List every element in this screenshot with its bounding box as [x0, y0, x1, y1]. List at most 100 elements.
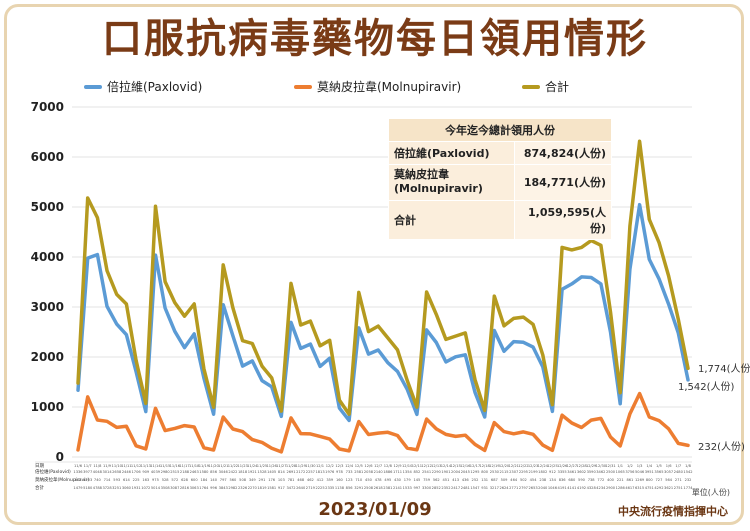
table-cell-date: 12/28 — [576, 464, 587, 468]
table-cell-date: 12/24 — [538, 464, 549, 468]
table-cell-value: 2515 — [170, 470, 179, 474]
table-cell-value: 468 — [297, 478, 305, 482]
table-cell-date: 12/12 — [421, 464, 431, 468]
table-cell-value: 3756 — [625, 470, 635, 474]
end-labels: 1,774(人份) 1,542(人份) 232(人份) — [678, 363, 750, 453]
y-tick-label: 0 — [56, 450, 64, 464]
table-cell-value: 2481 — [461, 486, 470, 490]
table-cell-date: 12/2 — [326, 464, 334, 468]
table-cell-value: 3565 — [654, 470, 663, 474]
table-cell-value: 134 — [549, 478, 557, 482]
table-cell-value: 687 — [491, 478, 498, 482]
table-cell-date: 11/21 — [218, 464, 228, 468]
summary-value: 874,824(人份) — [514, 141, 612, 165]
table-cell-value: 564 — [665, 478, 673, 482]
table-cell-date: 12/31 — [605, 464, 615, 468]
table-cell-value: 163 — [142, 478, 149, 482]
table-cell-value: 5014 — [151, 486, 161, 490]
table-cell-value: 797 — [220, 478, 227, 482]
table-cell-value: 4751 — [645, 486, 654, 490]
table-cell-value: 1580 — [199, 470, 209, 474]
table-cell-value: 140 — [210, 478, 218, 482]
table-cell-value: 179 — [404, 478, 412, 482]
table-cell-date: 12/13 — [431, 464, 441, 468]
table-cell-value: 1547 — [470, 486, 479, 490]
table-cell-value: 2199 — [529, 470, 539, 474]
table-row-label: 日期 — [35, 463, 44, 469]
summary-value: 1,059,595(人份) — [514, 199, 612, 240]
table-cell-date: 12/25 — [547, 464, 557, 468]
summary-label-text: 莫納皮拉韋(Molnupiravir) — [394, 168, 483, 196]
table-cell-value: 2381 — [383, 486, 392, 490]
table-cell-date: 11/10 — [112, 464, 123, 468]
table-cell-date: 12/19 — [489, 464, 500, 468]
table-cell-date: 12/26 — [557, 464, 568, 468]
table-cell-value: 975 — [152, 478, 159, 482]
table-cell-value: 856 — [210, 470, 218, 474]
table-cell-value: 1533 — [403, 486, 412, 490]
table-cell-value: 3843 — [219, 486, 228, 490]
table-cell-value: 2446 — [122, 470, 132, 474]
table-cell-date: 12/7 — [374, 464, 382, 468]
table-cell-value: 2188 — [180, 470, 190, 474]
table-cell-value: 1581 — [267, 486, 276, 490]
table-cell-value: 4192 — [577, 486, 586, 490]
table-cell-value: 912 — [549, 470, 556, 474]
table-cell-value: 176 — [268, 478, 276, 482]
table-cell-value: 5046 — [635, 470, 645, 474]
table-cell-value: 1286 — [616, 486, 626, 490]
table-cell-value: 4328 — [587, 486, 597, 490]
table-cell-value: 710 — [355, 478, 363, 482]
legend-swatch-total — [522, 84, 540, 89]
table-cell-value: 978 — [336, 470, 344, 474]
table-cell-value: 2225 — [315, 486, 324, 490]
table-cell-value: 2852 — [432, 486, 441, 490]
table-cell-value: 6315 — [635, 486, 644, 490]
table-cell-value: 2658 — [112, 470, 122, 474]
table-cell-value: 2530 — [490, 470, 500, 474]
table-cell-value: 1976 — [325, 470, 335, 474]
table-cell-value: 160 — [336, 478, 344, 482]
legend-label-paxlovid: 倍拉維(Paxlovid) — [107, 80, 203, 94]
table-cell-value: 931 — [481, 486, 488, 490]
series-line-0 — [76, 202, 690, 423]
table-cell-date: 12/20 — [499, 464, 510, 468]
table-cell-value: 2653 — [529, 486, 538, 490]
table-cell-date: 11/27 — [276, 464, 286, 468]
table-cell-date: 12/17 — [470, 464, 480, 468]
table-cell-date: 12/27 — [567, 464, 577, 468]
table-cell-value: 3621 — [664, 486, 673, 490]
table-cell-value: 680 — [568, 478, 576, 482]
table-cell-value: 1711 — [393, 470, 402, 474]
table-cell-value: 2422 — [228, 470, 237, 474]
table-cell-date: 11/28 — [286, 464, 297, 468]
table-cell-value: 450 — [365, 478, 373, 482]
table-cell-date: 1/2 — [627, 464, 633, 468]
table-cell-value: 4048 — [93, 470, 103, 474]
y-axis-ticks: 0 1000 2000 3000 4000 5000 6000 7000 — [31, 100, 64, 464]
table-cell-value: 1138 — [335, 486, 345, 490]
table-cell-value: 3508 — [161, 486, 171, 490]
table-cell-value: 1528 — [257, 470, 267, 474]
table-cell-date: 11/14 — [150, 464, 161, 468]
table-cell-date: 1/7 — [675, 464, 681, 468]
table-cell-value: 740 — [94, 478, 102, 482]
legend-label-total: 合計 — [545, 80, 570, 94]
table-cell-date: 11/7 — [84, 464, 92, 468]
table-cell-value: 2581 — [354, 470, 363, 474]
table-cell-value: 509 — [501, 478, 509, 482]
table-cell-date: 11/24 — [247, 464, 258, 468]
table-cell-value: 1706 — [132, 470, 142, 474]
table-cell-value: 1764 — [199, 486, 209, 490]
legend-item-total: 合計 — [522, 78, 569, 95]
table-cell-date: 11/12 — [131, 464, 141, 468]
table-cell-date: 1/3 — [637, 464, 643, 468]
summary-row-molnupiravir: 莫納皮拉韋(Molnupiravir) 184,771(人份) — [387, 164, 612, 201]
legend-item-molnupiravir: 莫納皮拉韋(Molnupiravir) — [294, 78, 461, 95]
table-cell-value: 861 — [626, 478, 633, 482]
table-cell-value: 131 — [481, 478, 488, 482]
table-cell-value: 1802 — [538, 470, 547, 474]
table-cell-value: 3728 — [102, 486, 112, 490]
table-cell-date: 12/16 — [460, 464, 471, 468]
